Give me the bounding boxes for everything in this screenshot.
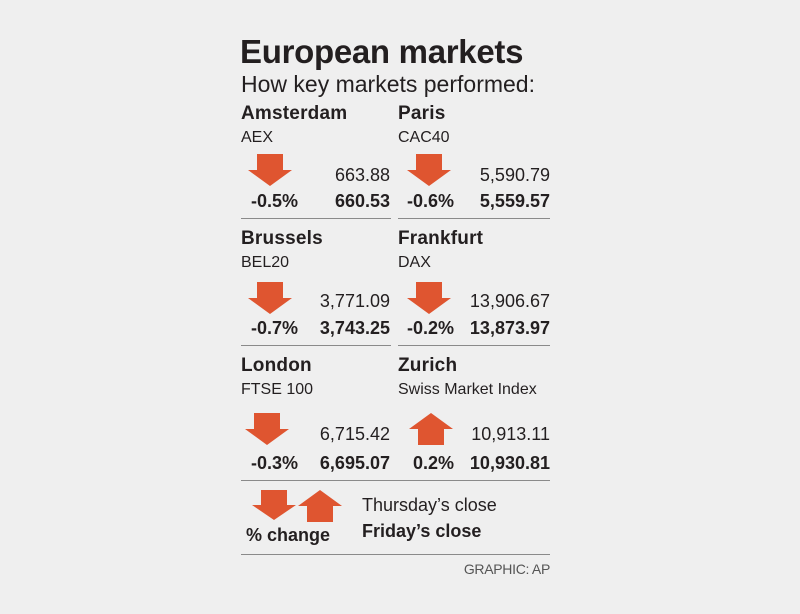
arrow-down-icon bbox=[248, 154, 292, 186]
friday-close: 3,743.25 bbox=[319, 318, 390, 338]
index-name: BEL20 bbox=[241, 254, 290, 271]
index-name: DAX bbox=[398, 254, 431, 271]
pct-change: -0.7% bbox=[250, 318, 298, 338]
thursday-close: 663.88 bbox=[334, 165, 390, 185]
index-name: FTSE 100 bbox=[241, 381, 314, 398]
index-name: CAC40 bbox=[398, 129, 450, 146]
divider bbox=[241, 554, 550, 555]
pct-change: -0.2% bbox=[406, 318, 454, 338]
thursday-close: 13,906.67 bbox=[469, 291, 550, 311]
arrow-down-icon bbox=[407, 282, 451, 314]
index-name: Swiss Market Index bbox=[398, 381, 537, 398]
friday-close: 13,873.97 bbox=[469, 318, 550, 338]
friday-close: 6,695.07 bbox=[319, 453, 390, 473]
divider bbox=[241, 218, 391, 219]
legend-pct-change: % change bbox=[246, 525, 331, 545]
pct-change: -0.3% bbox=[250, 453, 298, 473]
chart-subtitle: How key markets performed: bbox=[241, 71, 535, 97]
divider bbox=[398, 345, 550, 346]
city-name: London bbox=[241, 355, 312, 376]
legend-friday-close: Friday’s close bbox=[362, 521, 482, 541]
friday-close: 10,930.81 bbox=[469, 453, 550, 473]
thursday-close: 6,715.42 bbox=[319, 424, 390, 444]
city-name: Brussels bbox=[241, 228, 323, 249]
city-name: Amsterdam bbox=[241, 103, 348, 124]
arrow-down-icon bbox=[248, 282, 292, 314]
arrow-down-icon bbox=[245, 413, 289, 445]
credit: GRAPHIC: AP bbox=[463, 561, 550, 577]
friday-close: 5,559.57 bbox=[479, 191, 550, 211]
arrow-up-icon bbox=[409, 413, 453, 445]
thursday-close: 5,590.79 bbox=[479, 165, 550, 185]
city-name: Paris bbox=[398, 103, 446, 124]
divider bbox=[398, 218, 550, 219]
city-name: Frankfurt bbox=[398, 228, 484, 249]
legend-thursday-close: Thursday’s close bbox=[362, 495, 497, 515]
city-name: Zurich bbox=[398, 355, 458, 376]
thursday-close: 3,771.09 bbox=[319, 291, 390, 311]
pct-change: 0.2% bbox=[412, 453, 454, 473]
thursday-close: 10,913.11 bbox=[471, 424, 550, 444]
chart-title: European markets bbox=[240, 33, 524, 70]
divider bbox=[241, 345, 391, 346]
index-name: AEX bbox=[241, 129, 274, 146]
arrow-down-icon bbox=[252, 490, 296, 520]
arrow-up-icon bbox=[298, 490, 342, 522]
divider bbox=[241, 480, 550, 481]
friday-close: 660.53 bbox=[334, 191, 390, 211]
pct-change: -0.6% bbox=[406, 191, 454, 211]
pct-change: -0.5% bbox=[250, 191, 298, 211]
arrow-down-icon bbox=[407, 154, 451, 186]
